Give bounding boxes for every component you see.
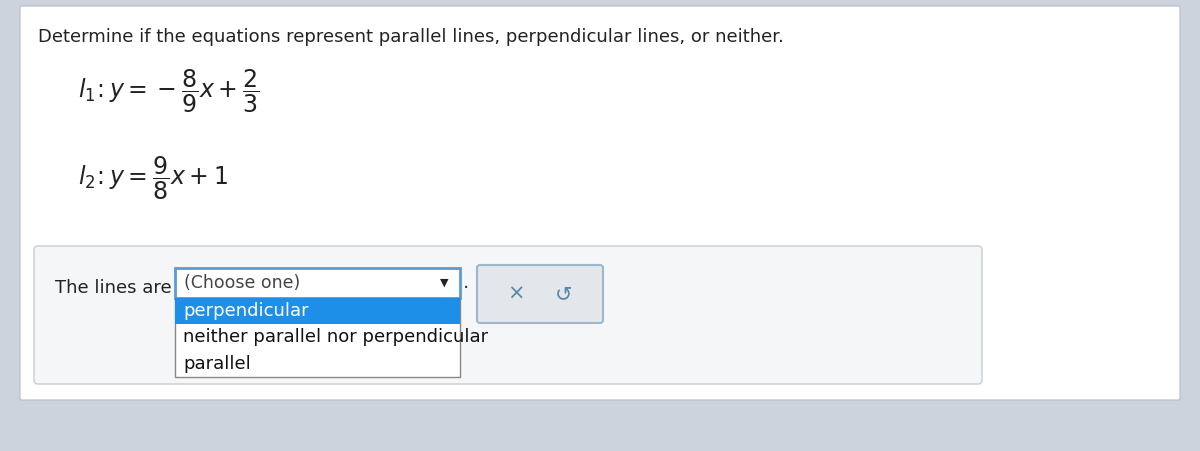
Text: $l_1\!: y = -\dfrac{8}{9}x + \dfrac{2}{3}$: $l_1\!: y = -\dfrac{8}{9}x + \dfrac{2}{3… [78,68,259,115]
Text: neither parallel nor perpendicular: neither parallel nor perpendicular [182,328,488,346]
FancyBboxPatch shape [34,246,982,384]
Bar [175,298,460,324]
Text: parallel: parallel [182,355,251,373]
FancyBboxPatch shape [20,6,1180,400]
Text: .: . [463,273,469,293]
Text: $l_2\!: y = \dfrac{9}{8}x + 1$: $l_2\!: y = \dfrac{9}{8}x + 1$ [78,155,228,202]
Text: perpendicular: perpendicular [182,302,308,320]
FancyBboxPatch shape [478,265,604,323]
Bar [175,298,460,377]
Text: Determine if the equations represent parallel lines, perpendicular lines, or nei: Determine if the equations represent par… [38,28,784,46]
Text: The lines are: The lines are [55,279,172,297]
Text: ▼: ▼ [439,278,449,288]
Bar [175,268,460,298]
Text: ×: × [508,284,524,304]
Text: ↺: ↺ [556,284,572,304]
Text: (Choose one): (Choose one) [184,274,300,292]
